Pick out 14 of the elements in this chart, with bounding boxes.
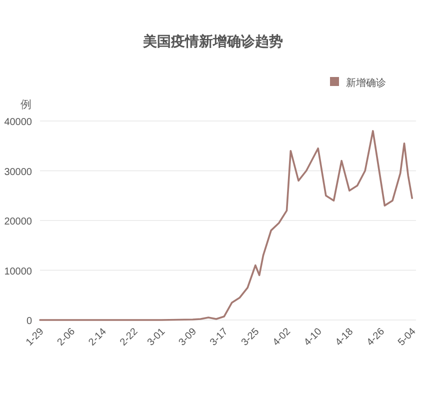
- y-tick-label: 40000: [4, 117, 32, 128]
- chart-title: 美国疫情新增确诊趋势: [142, 33, 283, 49]
- x-tick-label: 3-01: [146, 326, 168, 348]
- legend-label: 新增确诊: [346, 77, 386, 89]
- x-tick-label: 4-10: [302, 326, 325, 348]
- y-axis-title: 例: [20, 99, 32, 111]
- x-tick-label: 4-02: [270, 326, 294, 348]
- x-tick-label: 4-26: [364, 326, 388, 348]
- y-tick-label: 10000: [4, 266, 32, 278]
- x-tick-label: 4-18: [334, 326, 356, 348]
- y-tick-label: 30000: [4, 166, 32, 178]
- y-tick-label: 0: [26, 316, 32, 327]
- legend: 新增确诊: [330, 77, 386, 89]
- y-tick-label: 20000: [4, 216, 32, 228]
